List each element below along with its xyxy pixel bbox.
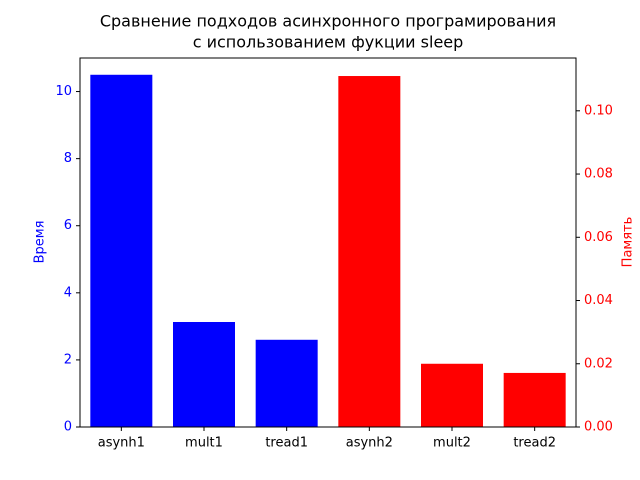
y-tick-label: 6: [64, 218, 72, 233]
y2-tick-label: 0.10: [584, 103, 613, 118]
bar: [503, 372, 566, 427]
bar: [173, 322, 235, 427]
chart-title: с использованием фукции sleep: [193, 33, 464, 52]
plot-frame: [79, 57, 577, 428]
y2-tick-label: 0.00: [584, 420, 613, 435]
bar: [421, 363, 483, 427]
x-tick-label: tread1: [265, 436, 308, 451]
bar: [90, 74, 153, 427]
y2-tick-label: 0.02: [584, 356, 613, 371]
y-tick-label: 2: [64, 352, 72, 367]
bar: [255, 339, 318, 427]
y-tick-label: 10: [55, 84, 72, 99]
x-tick-label: asynh1: [98, 436, 145, 451]
chart-title: Сравнение подходов асинхронного програми…: [100, 12, 556, 31]
x-tick-label: asynh2: [346, 436, 393, 451]
y2-axis-label: Память: [621, 217, 636, 268]
y2-tick-label: 0.08: [584, 167, 613, 182]
y-tick-label: 0: [64, 420, 72, 435]
y-tick-label: 4: [64, 285, 72, 300]
y-axis-label: Время: [33, 221, 48, 264]
x-tick-label: mult2: [433, 436, 471, 451]
y-tick-label: 8: [64, 151, 72, 166]
bar: [338, 76, 401, 428]
y2-tick-label: 0.04: [584, 293, 613, 308]
x-tick-label: mult1: [185, 436, 223, 451]
x-tick-label: tread2: [513, 436, 556, 451]
y2-tick-label: 0.06: [584, 230, 613, 245]
